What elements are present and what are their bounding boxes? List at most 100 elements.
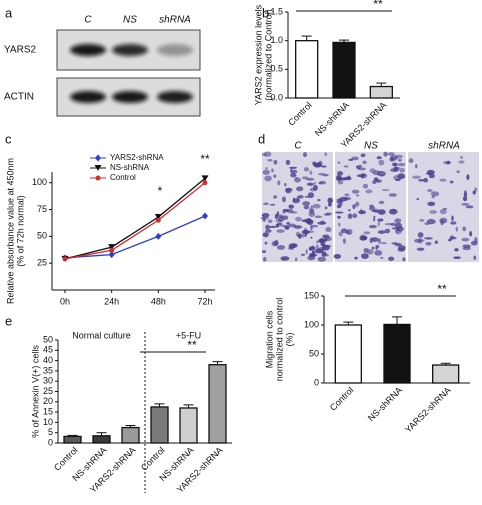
- y-tick-label: 0.0: [270, 92, 283, 102]
- cell: [463, 192, 468, 197]
- x-tick-label: NS-shRNA: [366, 385, 404, 423]
- cell: [262, 169, 270, 175]
- cell: [434, 240, 439, 244]
- cell: [466, 174, 470, 181]
- point: [62, 256, 68, 262]
- cell: [347, 213, 353, 219]
- cell: [368, 224, 377, 229]
- panel-label: b: [262, 5, 269, 20]
- cell: [267, 158, 273, 162]
- cell: [351, 156, 359, 161]
- micrographs: [260, 151, 479, 262]
- cell: [311, 250, 316, 257]
- cell: [273, 159, 278, 165]
- cell: [380, 242, 388, 245]
- y-tick-label: 100: [32, 177, 47, 187]
- cell: [426, 218, 436, 225]
- cell: [462, 196, 468, 202]
- cell: [344, 193, 350, 197]
- series-line: [64, 177, 206, 260]
- cell: [276, 245, 286, 250]
- point: [155, 232, 162, 240]
- cell: [303, 167, 309, 172]
- cell: [456, 170, 460, 174]
- cell: [322, 244, 332, 248]
- cell: [378, 200, 385, 205]
- cell: [462, 244, 471, 248]
- cell: [261, 250, 267, 254]
- lane-label: NS: [123, 15, 137, 26]
- bar: [295, 40, 319, 99]
- cell: [302, 152, 308, 158]
- cell: [392, 162, 398, 167]
- cell: [348, 158, 354, 162]
- y-tick-label: 20: [43, 396, 53, 406]
- cell: [316, 240, 319, 244]
- cell: [292, 198, 300, 204]
- cell: [362, 183, 369, 189]
- y-tick-label: 35: [43, 365, 53, 375]
- panel-label: c: [5, 131, 12, 146]
- cell: [449, 236, 457, 240]
- cell: [429, 210, 437, 214]
- cell: [372, 217, 376, 222]
- y-tick-label: 10: [43, 417, 53, 427]
- cell: [380, 256, 384, 259]
- cell: [396, 167, 401, 170]
- cell: [307, 218, 311, 224]
- y-axis-label: % of Annexin V(+) cells: [30, 345, 40, 438]
- y-tick-label: 30: [43, 376, 53, 386]
- cell: [302, 176, 309, 180]
- cell: [446, 160, 451, 165]
- y-axis-label: normalized to control: [274, 298, 284, 382]
- cell: [416, 198, 420, 201]
- cell: [337, 161, 341, 164]
- cell: [285, 159, 291, 166]
- x-tick-label: YARS2-shRNA: [403, 385, 453, 435]
- legend-marker: [94, 165, 102, 171]
- cell: [453, 256, 461, 260]
- y-tick-label: 25: [43, 386, 53, 396]
- cell: [343, 165, 349, 168]
- cell: [402, 257, 406, 262]
- y-tick-label: 50: [37, 231, 47, 241]
- cell: [280, 256, 290, 261]
- lane-label: shRNA: [428, 141, 460, 152]
- cell: [443, 207, 448, 210]
- cell: [317, 256, 327, 262]
- cell: [261, 212, 270, 218]
- cell: [298, 233, 302, 239]
- cell: [367, 249, 374, 255]
- cell: [325, 226, 332, 233]
- cell: [361, 253, 369, 260]
- cell: [327, 202, 332, 207]
- y-tick-label: 0: [48, 437, 53, 447]
- cell: [303, 205, 310, 210]
- cell: [273, 174, 277, 178]
- blot-band: [70, 91, 106, 103]
- cell: [376, 156, 382, 160]
- cell: [388, 256, 395, 261]
- cell: [276, 229, 285, 233]
- cell: [426, 169, 435, 175]
- y-axis-label: Migration cells: [264, 310, 274, 368]
- cell: [325, 236, 332, 242]
- y-tick-label: 45: [43, 345, 53, 355]
- cell: [381, 174, 384, 177]
- y-tick-label: 75: [37, 204, 47, 214]
- x-tick-label: 72h: [197, 296, 212, 306]
- cell: [335, 211, 344, 214]
- cell: [352, 213, 358, 219]
- cell: [346, 228, 353, 235]
- cell: [337, 200, 343, 207]
- cell: [288, 205, 292, 208]
- cell: [310, 205, 313, 209]
- cell: [337, 180, 344, 185]
- cell: [377, 220, 380, 227]
- cell: [315, 244, 319, 250]
- cell: [300, 253, 306, 256]
- cell: [424, 237, 433, 240]
- y-tick-label: 25: [37, 258, 47, 268]
- cell: [439, 208, 447, 215]
- cell: [416, 247, 425, 251]
